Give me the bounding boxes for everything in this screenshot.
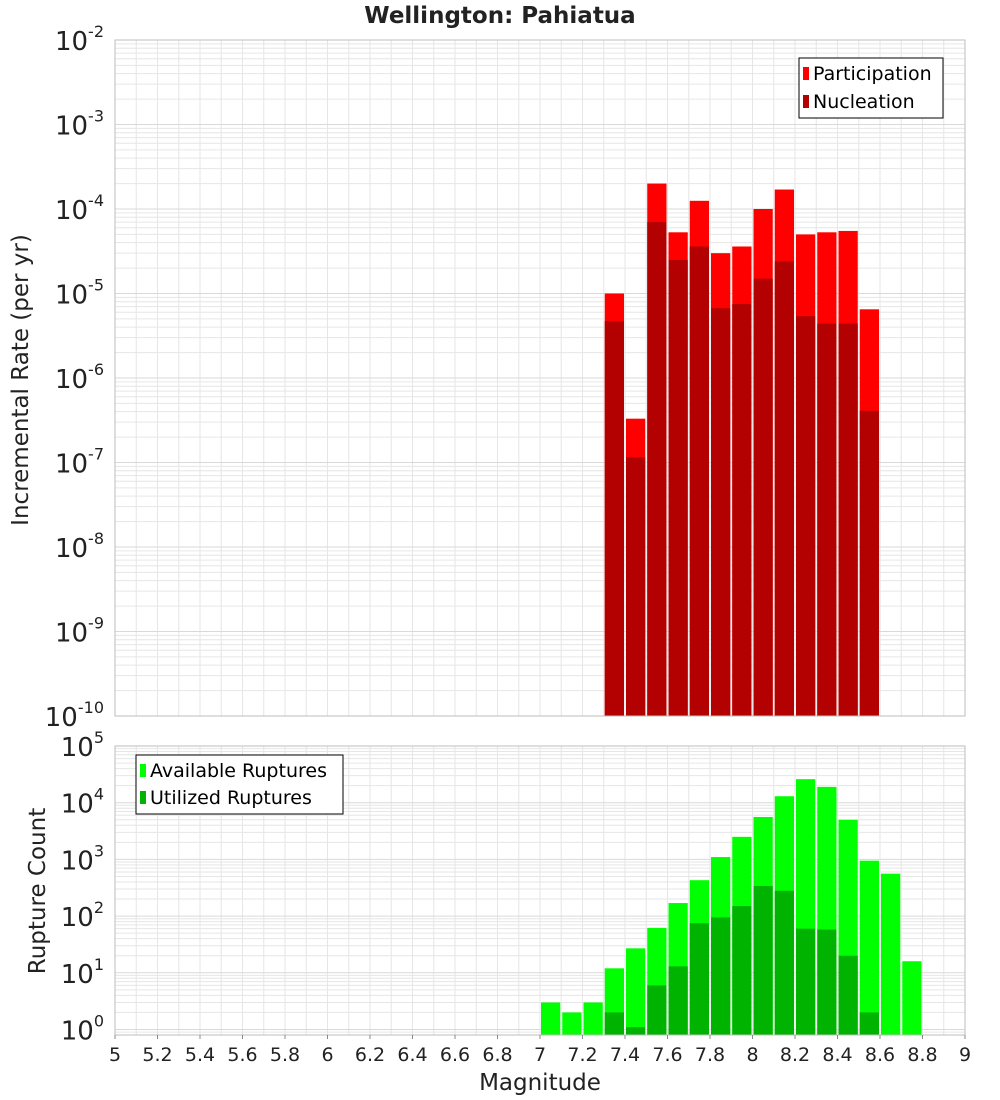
participation-legend-label: Participation: [813, 63, 932, 85]
x-tick-label: 7.2: [567, 1044, 597, 1066]
utilized-ruptures-bar: [604, 1012, 624, 1035]
y-tick-label: 10-5: [55, 276, 104, 311]
rate-panel-frame: [114, 39, 966, 717]
nucleation-bar: [604, 321, 624, 716]
count-legend-box: [135, 754, 344, 815]
y-tick-label: 10-7: [55, 445, 104, 480]
y-tick-label: 105: [61, 728, 104, 763]
available-ruptures-bar: [881, 873, 901, 1035]
utilized-ruptures-bar: [732, 906, 752, 1035]
count-panel-bars: [541, 779, 922, 1035]
count-axis-title: Rupture Count: [25, 808, 51, 974]
x-tick-label: 7.8: [695, 1044, 725, 1066]
utilized-legend-swatch: [140, 791, 146, 804]
rate-panel-y-ticks: 10-10 10-9 10-8 10-7 10-6 10-5 10-4 10-3 10-2: [45, 22, 104, 733]
x-tick-label: 7.4: [610, 1044, 640, 1066]
x-tick-label: 8.8: [907, 1044, 937, 1066]
x-tick-label: 8.6: [865, 1044, 895, 1066]
count-panel: 100 101 102 103 104 105 5 5.2 5.4 5.6 5.8 6 6.2 6.4 6…: [25, 728, 971, 1096]
available-ruptures-bar: [562, 1012, 582, 1035]
available-legend-swatch: [140, 764, 146, 777]
utilized-legend-label: Utilized Ruptures: [150, 787, 312, 809]
rate-legend-box: [798, 57, 944, 119]
utilized-ruptures-bar: [647, 985, 667, 1035]
x-tick-label: 5.4: [185, 1044, 215, 1066]
x-tick-label: 5: [109, 1044, 121, 1066]
utilized-ruptures-bar: [626, 1027, 646, 1035]
nucleation-bar: [774, 261, 794, 716]
rate-panel-bars: [604, 183, 879, 717]
y-tick-label: 10-8: [55, 529, 104, 564]
x-tick-label: 5.8: [270, 1044, 300, 1066]
utilized-ruptures-bar: [689, 923, 709, 1035]
rate-legend: Participation Nucleation: [798, 57, 944, 119]
x-tick-label: 8.2: [780, 1044, 810, 1066]
y-tick-label: 10-4: [55, 191, 104, 226]
x-tick-label: 7: [534, 1044, 546, 1066]
utilized-ruptures-bar: [859, 1012, 879, 1035]
nucleation-bar: [626, 457, 646, 716]
y-tick-label: 101: [61, 955, 104, 990]
x-tick-label: 9: [959, 1044, 971, 1066]
nucleation-bar: [732, 304, 752, 716]
x-tick-label: 6.4: [397, 1044, 427, 1066]
y-tick-label: 102: [61, 898, 104, 933]
utilized-ruptures-bar: [774, 890, 794, 1035]
chart-title: Wellington: Pahiatua: [364, 3, 635, 29]
utilized-ruptures-bar: [817, 929, 837, 1035]
utilized-ruptures-bar: [796, 928, 816, 1035]
utilized-ruptures-bar: [668, 966, 688, 1035]
y-tick-label: 10-10: [45, 698, 104, 733]
nucleation-bar: [711, 308, 731, 716]
nucleation-bar: [647, 222, 667, 716]
nucleation-bar: [753, 278, 773, 716]
nucleation-legend-label: Nucleation: [813, 91, 915, 113]
y-tick-label: 10-6: [55, 360, 104, 395]
x-tick-label: 8: [746, 1044, 758, 1066]
nucleation-bar: [838, 323, 858, 716]
rate-panel-grid: [114, 39, 966, 717]
magnitude-axis-title: Magnitude: [479, 1070, 601, 1096]
count-panel-y-ticks: 100 101 102 103 104 105: [61, 728, 104, 1047]
nucleation-bar: [817, 323, 837, 716]
nucleation-bar: [689, 246, 709, 716]
magnitude-x-ticks: 5 5.2 5.4 5.6 5.8 6 6.2 6.4 6.6 6.8 7 7.2 7.4 7.6 7.8 8…: [109, 1035, 971, 1066]
rate-axis-title: Incremental Rate (per yr): [8, 234, 34, 526]
utilized-ruptures-bar: [753, 885, 773, 1035]
x-tick-label: 6.6: [440, 1044, 470, 1066]
nucleation-legend-swatch: [803, 95, 809, 108]
x-tick-label: 6: [321, 1044, 333, 1066]
x-tick-label: 6.2: [355, 1044, 385, 1066]
rate-panel: 10-10 10-9 10-8 10-7 10-6 10-5 10-4 10-3 10-2 In…: [8, 22, 966, 733]
available-ruptures-bar: [859, 860, 879, 1035]
count-legend: Available Ruptures Utilized Ruptures: [135, 754, 344, 815]
y-tick-label: 10-2: [55, 22, 104, 57]
available-ruptures-bar: [583, 1002, 603, 1035]
y-tick-label: 100: [61, 1012, 104, 1047]
x-tick-label: 7.6: [652, 1044, 682, 1066]
x-tick-label: 5.6: [227, 1044, 257, 1066]
utilized-ruptures-bar: [711, 917, 731, 1035]
nucleation-bar: [859, 410, 879, 716]
y-tick-label: 10-3: [55, 107, 104, 142]
y-tick-label: 10-9: [55, 614, 104, 649]
available-ruptures-bar: [902, 961, 922, 1035]
nucleation-bar: [668, 259, 688, 716]
x-tick-label: 6.8: [482, 1044, 512, 1066]
available-legend-label: Available Ruptures: [150, 760, 327, 782]
available-ruptures-bar: [626, 948, 646, 1035]
participation-legend-swatch: [803, 67, 809, 80]
y-tick-label: 104: [61, 785, 104, 820]
utilized-ruptures-bar: [838, 955, 858, 1035]
available-ruptures-bar: [541, 1002, 561, 1035]
x-tick-label: 5.2: [142, 1044, 172, 1066]
x-tick-label: 8.4: [822, 1044, 852, 1066]
y-tick-label: 103: [61, 841, 104, 876]
nucleation-bar: [796, 316, 816, 716]
